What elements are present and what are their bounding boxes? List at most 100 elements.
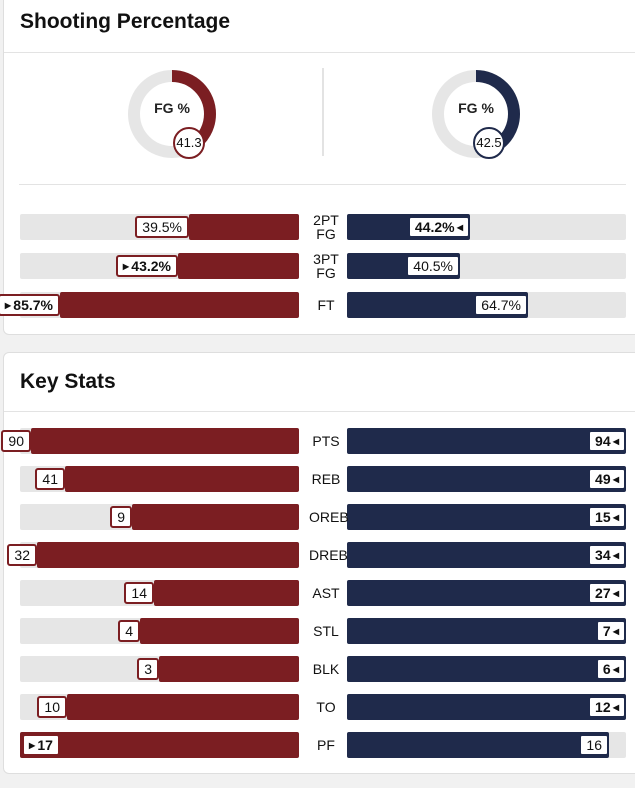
key-row-pts-away-track: 90 [1, 428, 299, 454]
leader-caret-icon: ▶ [29, 741, 38, 750]
key-row-pf-away-track: ▶ 17 [20, 732, 299, 758]
key-row-blk-home-value-text: 6 [602, 661, 611, 677]
away-fg-donut: FG % 41.3 [126, 68, 218, 178]
key-row-oreb-home-bar [347, 504, 626, 530]
key-row-dreb-away-bar [37, 542, 299, 568]
key-row-pf-home-value-text: 16 [586, 737, 602, 753]
shooting-row-1-home-value: 40.5% [406, 255, 460, 277]
key-row-dreb-home-value-text: 34 [595, 547, 611, 563]
shooting-row-2-home-track: 64.7% [347, 292, 626, 318]
key-row-pts-home-track: 94 ◀ [347, 428, 626, 454]
key-row-reb-home-track: 49 ◀ [347, 466, 626, 492]
key-row-ast-home-value: 27 ◀ [588, 582, 626, 604]
key-row-reb-away-track: 41 [20, 466, 299, 492]
shooting-row-1-label: 3PT FG [309, 252, 343, 280]
shooting-row-1-label-line2: FG [316, 265, 336, 281]
shooting-row-0-away-value: 39.5% [135, 216, 189, 238]
key-row-pts-away-value-text: 90 [8, 433, 24, 449]
key-stats-title: Key Stats [20, 370, 116, 393]
key-row-oreb-home-track: 15 ◀ [347, 504, 626, 530]
key-row-stl-home-value-text: 7 [602, 623, 611, 639]
key-row-stl-home-bar [347, 618, 626, 644]
key-row-blk-away-bar [159, 656, 299, 682]
leader-caret-icon: ◀ [610, 475, 619, 484]
shooting-row-0-label: 2PT FG [309, 213, 343, 241]
key-row-stl-label: STL [313, 623, 339, 639]
key-row-to-home-value-text: 12 [595, 699, 611, 715]
key-row-oreb-away-value-text: 9 [117, 509, 125, 525]
leader-caret-icon: ◀ [610, 703, 619, 712]
home-fg-value: 42.5 [473, 127, 505, 159]
shooting-section-title: Shooting Percentage [20, 10, 231, 33]
shooting-row-1-home-value-text: 40.5% [413, 258, 453, 274]
key-row-dreb-away-value-text: 32 [14, 547, 30, 563]
shooting-row-1-home-track: 40.5% [347, 253, 626, 279]
key-row-oreb-away-track: 9 [20, 504, 299, 530]
key-row-to-away-value: 10 [37, 696, 67, 718]
key-row-dreb-away-value: 32 [7, 544, 37, 566]
shooting-row-2-home-value: 64.7% [474, 294, 528, 316]
key-row-ast-away-bar [154, 580, 299, 606]
key-row-blk-away-value: 3 [137, 658, 159, 680]
key-row-blk-away-value-text: 3 [144, 661, 152, 677]
key-row-to-home-track: 12 ◀ [347, 694, 626, 720]
key-row-pf-away-value: ▶ 17 [22, 734, 60, 756]
key-row-pf-label: PF [317, 737, 335, 753]
key-row-ast-home-value-text: 27 [595, 585, 611, 601]
key-row-to-away-track: 10 [20, 694, 299, 720]
shooting-row-2-home-value-text: 64.7% [481, 297, 521, 313]
key-row-oreb-home-value: 15 ◀ [588, 506, 626, 528]
key-row-pf-away-value-text: 17 [37, 737, 53, 753]
key-row-stl-away-value: 4 [118, 620, 140, 642]
key-row-reb-home-value: 49 ◀ [588, 468, 626, 490]
shooting-row-0-away-value-text: 39.5% [142, 219, 182, 235]
leader-caret-icon: ▶ [4, 301, 14, 310]
key-row-stl-away-bar [140, 618, 299, 644]
key-row-blk-home-bar [347, 656, 626, 682]
key-stats-card: Key Stats 90 94 ◀ PTS 41 49 ◀ REB 9 15 ◀ OREB 32 3… [1, 352, 635, 774]
shooting-row-2-away-value: ▶ 85.7% [0, 294, 60, 316]
shooting-percentage-card: Shooting Percentage FG % 41.3 FG % 42.5 … [0, 0, 635, 335]
key-row-stl-home-value: 7 ◀ [595, 620, 626, 642]
leader-caret-icon: ◀ [610, 589, 619, 598]
key-row-ast-away-track: 14 [20, 580, 299, 606]
key-row-to-away-bar [67, 694, 299, 720]
key-row-pts-home-value: 94 ◀ [588, 430, 626, 452]
key-row-blk-label: BLK [312, 661, 340, 677]
shooting-row-2-away-track: ▶ 85.7% [0, 292, 299, 318]
shooting-row-1-away-value-text: 43.2% [131, 258, 171, 274]
key-row-oreb-away-value: 9 [110, 506, 132, 528]
key-row-dreb-label: DREB [309, 547, 348, 563]
key-row-stl-away-track: 4 [20, 618, 299, 644]
shooting-row-1-away-track: ▶ 43.2% [20, 253, 299, 279]
key-row-oreb-label: OREB [309, 509, 349, 525]
key-row-ast-away-value: 14 [124, 582, 154, 604]
shooting-row-1-away-bar [178, 253, 299, 279]
leader-caret-icon: ◀ [454, 223, 463, 232]
shooting-row-2-away-value-text: 85.7% [13, 297, 53, 313]
home-fg-arc [432, 70, 520, 158]
key-row-blk-home-value: 6 ◀ [595, 658, 626, 680]
shooting-row-0-label-line2: FG [316, 226, 336, 242]
key-row-pf-home-track: 16 [347, 732, 626, 758]
leader-caret-icon: ◀ [610, 627, 619, 636]
donut-divider [19, 184, 626, 185]
shooting-row-0-away-track: 39.5% [20, 214, 299, 240]
leader-caret-icon: ◀ [610, 513, 619, 522]
key-row-oreb-away-bar [132, 504, 299, 530]
shooting-row-0-home-track: 44.2% ◀ [347, 214, 626, 240]
key-row-stl-away-value-text: 4 [125, 623, 133, 639]
key-row-pts-away-value: 90 [1, 430, 31, 452]
away-fg-label: FG % [154, 100, 190, 116]
key-row-reb-home-value-text: 49 [595, 471, 611, 487]
key-row-pf-home-value: 16 [579, 734, 609, 756]
key-row-blk-away-track: 3 [20, 656, 299, 682]
key-row-blk-home-track: 6 ◀ [347, 656, 626, 682]
key-row-dreb-home-track: 34 ◀ [347, 542, 626, 568]
home-fg-label: FG % [458, 100, 494, 116]
key-row-reb-label: REB [311, 471, 341, 487]
key-row-dreb-away-track: 32 [7, 542, 299, 568]
key-row-to-label: TO [316, 699, 336, 715]
key-row-reb-away-bar [65, 466, 299, 492]
shooting-row-0-home-value-text: 44.2% [414, 219, 455, 235]
